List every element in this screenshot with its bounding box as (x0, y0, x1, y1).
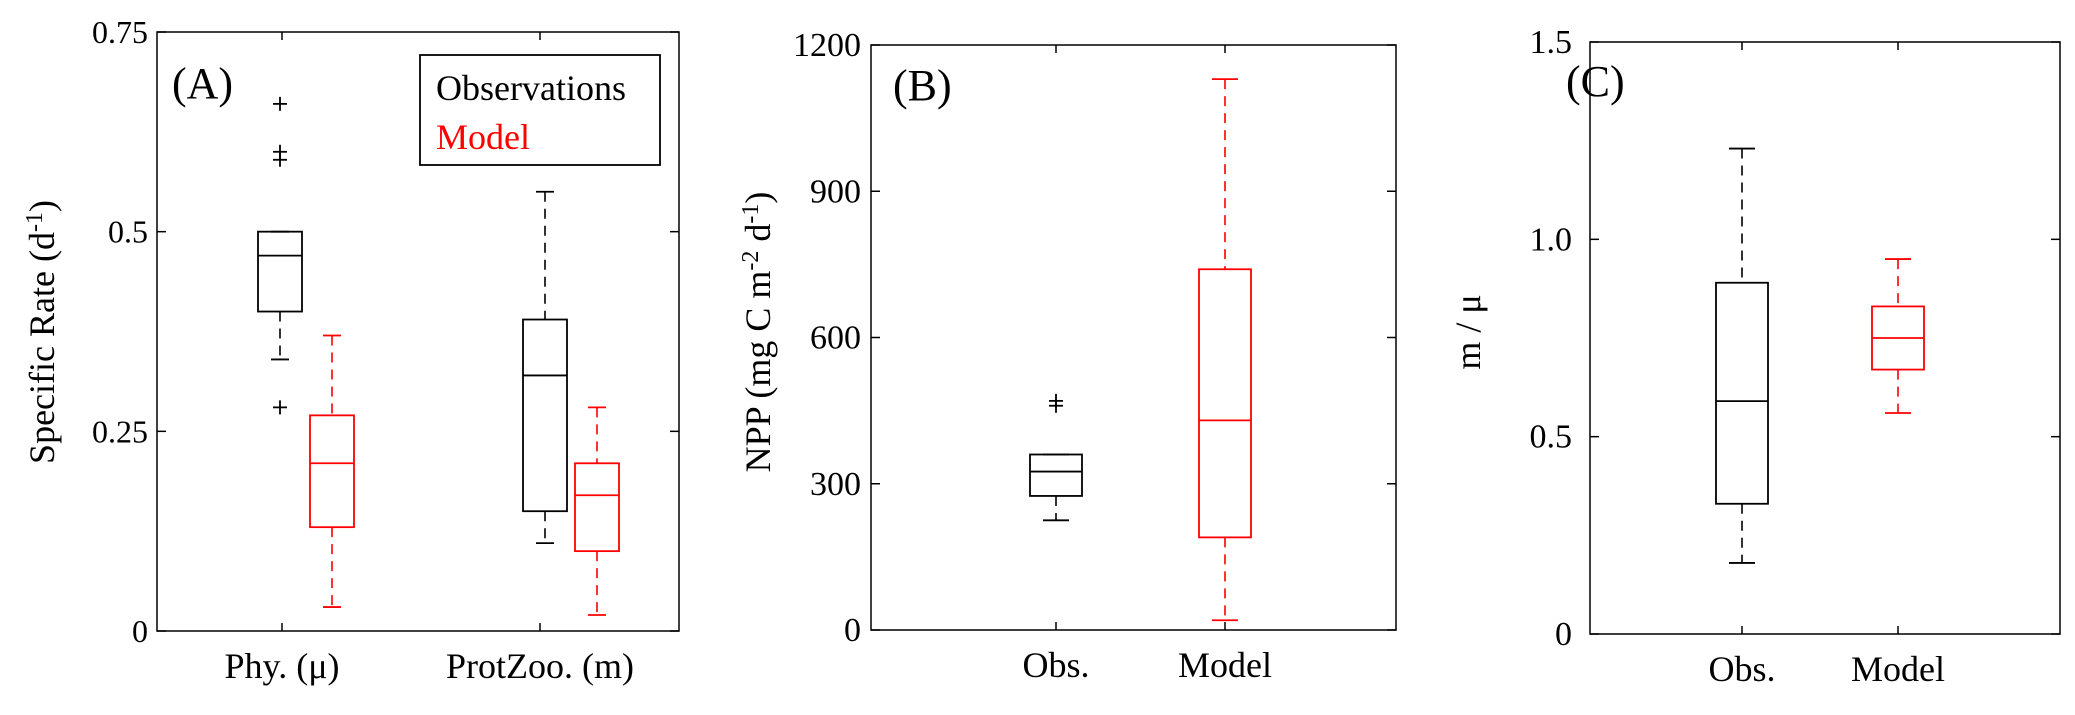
panel-a: 0 0.25 0.5 0.75 Phy. (μ) ProtZoo. (m) (A) Obs… (22, 14, 680, 686)
x-tick-label: Model (1851, 649, 1945, 689)
y-tick-label: 0 (132, 613, 148, 649)
panel-b-frame (870, 44, 1397, 631)
box-iqr (1715, 281, 1769, 505)
y-tick-label: 900 (810, 173, 861, 210)
x-tick-label: Model (1178, 645, 1272, 685)
y-tick-label: 0.75 (92, 14, 148, 50)
y-tick-label: 300 (810, 466, 861, 503)
x-tick-label: Phy. (μ) (225, 646, 340, 686)
box-iqr (1198, 268, 1252, 539)
legend-observations: Observations (436, 68, 626, 108)
panel-c-label: (C) (1566, 57, 1625, 106)
y-tick-label: 1.0 (1530, 221, 1573, 258)
box-iqr (1029, 453, 1083, 497)
y-tick-label: 0.25 (92, 413, 148, 449)
panel-a-frame (156, 31, 680, 632)
y-tick-label: 600 (810, 320, 861, 357)
panel-a-ylabel: Specific Rate (d-1) (22, 200, 62, 464)
box-iqr (522, 318, 568, 513)
box-iqr (574, 462, 620, 553)
panel-b-ylabel: NPP (mg C m-2 d-1) (738, 192, 778, 473)
y-tick-label: 0 (1555, 616, 1572, 653)
x-tick-label: Obs. (1022, 645, 1089, 685)
panel-c-marks: 0 0.5 1.0 1.5 Obs. Model (1530, 24, 2060, 689)
panel-b-marks: 0 300 600 900 1200 Obs. Model (793, 27, 1396, 685)
panel-c: 0 0.5 1.0 1.5 Obs. Model (C) m / μ (1448, 24, 2061, 689)
x-tick-label: Obs. (1708, 649, 1775, 689)
legend-model: Model (436, 117, 530, 157)
box-iqr (257, 230, 303, 313)
y-tick-label: 1200 (793, 27, 861, 64)
x-tick-label: ProtZoo. (m) (446, 646, 634, 686)
panel-a-marks: 0 0.25 0.5 0.75 Phy. (μ) ProtZoo. (m) (92, 14, 679, 686)
y-tick-label: 0 (844, 612, 861, 649)
panel-a-legend: Observations Model (419, 54, 661, 166)
box-iqr (309, 414, 355, 529)
panel-c-ylabel: m / μ (1448, 294, 1488, 369)
legend-box (419, 54, 661, 166)
panel-b: 0 300 600 900 1200 Obs. Model (B) NPP (mg C m-… (738, 27, 1397, 685)
panel-a-label: (A) (172, 59, 233, 108)
y-tick-label: 0.5 (108, 214, 148, 250)
y-tick-label: 1.5 (1530, 24, 1573, 61)
y-tick-label: 0.5 (1530, 419, 1573, 456)
panel-b-label: (B) (893, 61, 952, 110)
panel-c-frame (1589, 41, 2061, 635)
